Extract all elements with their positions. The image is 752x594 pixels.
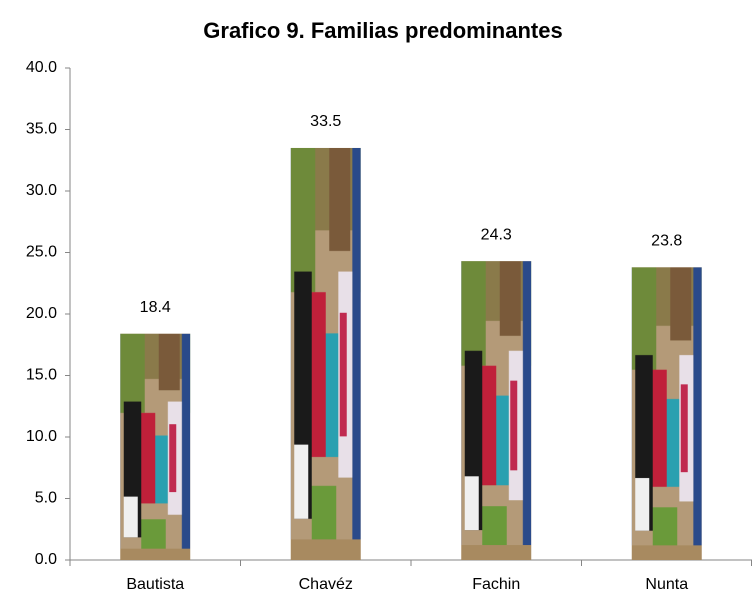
- y-tick-label: 15.0: [26, 367, 57, 384]
- x-tick-label: Bautista: [126, 576, 184, 593]
- bar: [461, 261, 532, 560]
- y-tick-label: 30.0: [26, 182, 57, 199]
- data-label: 24.3: [481, 226, 512, 243]
- y-tick-label: 35.0: [26, 121, 57, 138]
- chart-title: Grafico 9. Familias predominantes: [203, 18, 562, 43]
- y-tick-label: 10.0: [26, 428, 57, 445]
- x-tick-label: Chavéz: [299, 576, 353, 593]
- bar: [290, 147, 361, 560]
- y-tick-label: 5.0: [35, 490, 57, 507]
- data-label: 23.8: [651, 232, 682, 249]
- x-tick-label: Nunta: [645, 576, 688, 593]
- bar: [631, 267, 702, 560]
- y-tick-label: 40.0: [26, 59, 57, 76]
- y-tick-label: 25.0: [26, 244, 57, 261]
- bar: [120, 333, 191, 560]
- data-label: 18.4: [140, 299, 171, 316]
- y-tick-label: 0.0: [35, 551, 57, 568]
- x-tick-label: Fachin: [472, 576, 520, 593]
- y-tick-label: 20.0: [26, 305, 57, 322]
- data-label: 33.5: [310, 113, 341, 130]
